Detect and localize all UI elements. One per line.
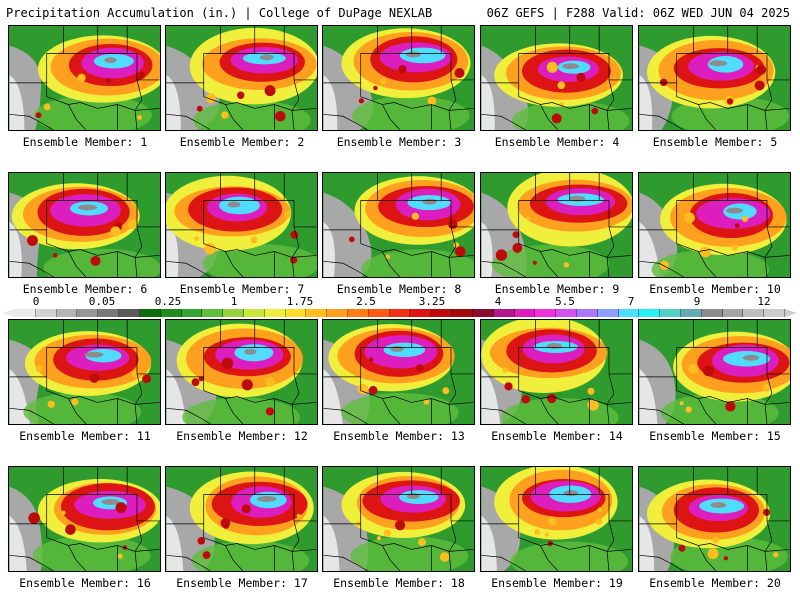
ensemble-member-map: [638, 319, 791, 425]
run-valid-time: 06Z GEFS | F288 Valid: 06Z WED JUN 04 20…: [486, 6, 790, 20]
ensemble-member-label: Ensemble Member: 19: [491, 576, 623, 590]
colorbar-swatch: [139, 309, 161, 317]
colorbar-swatch: [389, 309, 411, 317]
colorbar-tick-label: 3.25: [418, 295, 446, 308]
ensemble-member-map: [165, 25, 318, 131]
colorbar-swatch: [431, 309, 453, 317]
colorbar-swatch: [410, 309, 432, 317]
colorbar-swatch: [681, 309, 702, 317]
colorbar-tick-label: 1: [230, 295, 238, 308]
colorbar-swatch: [119, 309, 140, 317]
colorbar-tick-label: 0.05: [88, 295, 116, 308]
ensemble-member-label: Ensemble Member: 3: [336, 135, 462, 149]
colorbar: [15, 309, 786, 317]
ensemble-member-map: [8, 466, 161, 572]
ensemble-member-map: [165, 172, 318, 278]
colorbar-swatch: [493, 309, 515, 317]
colorbar-swatch: [264, 309, 286, 317]
map-title: Precipitation Accumulation (in.) | Colle…: [6, 6, 433, 20]
ensemble-member-map: [480, 25, 633, 131]
colorbar-swatch: [618, 309, 640, 317]
ensemble-member-map: [638, 172, 791, 278]
ensemble-member-label: Ensemble Member: 20: [649, 576, 781, 590]
ensemble-member-label: Ensemble Member: 10: [649, 282, 781, 296]
ensemble-member-label: Ensemble Member: 6: [22, 282, 148, 296]
colorbar-tick-label: 4: [494, 295, 502, 308]
ensemble-member-label: Ensemble Member: 17: [176, 576, 308, 590]
ensemble-member-map: [322, 25, 475, 131]
colorbar-swatch: [743, 309, 765, 317]
colorbar-swatch: [535, 309, 557, 317]
colorbar-swatch: [597, 309, 619, 317]
ensemble-member-label: Ensemble Member: 7: [179, 282, 305, 296]
ensemble-member-label: Ensemble Member: 13: [333, 429, 465, 443]
colorbar-swatch: [348, 309, 369, 317]
colorbar-tick-label: 0: [32, 295, 40, 308]
ensemble-member-map: [165, 466, 318, 572]
ensemble-member-map: [638, 25, 791, 131]
ensemble-member-map: [480, 466, 633, 572]
colorbar-swatch: [660, 309, 681, 317]
colorbar-swatch: [722, 309, 744, 317]
ensemble-member-map: [480, 172, 633, 278]
ensemble-member-label: Ensemble Member: 8: [336, 282, 462, 296]
colorbar-swatch: [285, 309, 307, 317]
colorbar-swatch: [327, 309, 348, 317]
colorbar-swatch: [701, 309, 723, 317]
ensemble-member-label: Ensemble Member: 18: [333, 576, 465, 590]
ensemble-member-map: [8, 319, 161, 425]
colorbar-swatch: [514, 309, 536, 317]
colorbar-swatch: [306, 309, 328, 317]
ensemble-member-label: Ensemble Member: 11: [19, 429, 151, 443]
ensemble-member-map: [165, 319, 318, 425]
colorbar-min-arrow: [3, 309, 15, 317]
colorbar-tick-label: 7: [627, 295, 635, 308]
ensemble-member-map: [480, 319, 633, 425]
colorbar-swatch: [368, 309, 390, 317]
ensemble-member-map: [8, 172, 161, 278]
colorbar-swatch: [77, 309, 99, 317]
ensemble-member-label: Ensemble Member: 5: [652, 135, 778, 149]
ensemble-member-label: Ensemble Member: 4: [494, 135, 620, 149]
ensemble-member-map: [322, 319, 475, 425]
colorbar-swatch: [35, 309, 57, 317]
colorbar-swatch: [98, 309, 120, 317]
colorbar-swatch: [15, 309, 36, 317]
ensemble-member-label: Ensemble Member: 9: [494, 282, 620, 296]
ensemble-member-label: Ensemble Member: 14: [491, 429, 623, 443]
ensemble-member-map: [322, 466, 475, 572]
ensemble-member-label: Ensemble Member: 1: [22, 135, 148, 149]
ensemble-member-label: Ensemble Member: 2: [179, 135, 305, 149]
ensemble-member-map: [322, 172, 475, 278]
ensemble-member-label: Ensemble Member: 16: [19, 576, 151, 590]
colorbar-swatch: [764, 309, 786, 317]
colorbar-swatch: [181, 309, 203, 317]
colorbar-tick-label: 12: [757, 295, 771, 308]
colorbar-tick-label: 0.25: [154, 295, 182, 308]
colorbar-swatch: [472, 309, 494, 317]
ensemble-member-label: Ensemble Member: 15: [649, 429, 781, 443]
colorbar-swatch: [56, 309, 78, 317]
ensemble-member-label: Ensemble Member: 12: [176, 429, 308, 443]
colorbar-swatch: [160, 309, 182, 317]
colorbar-tick-label: 1.75: [286, 295, 314, 308]
colorbar-swatch: [639, 309, 661, 317]
colorbar-swatch: [202, 309, 224, 317]
ensemble-member-map: [638, 466, 791, 572]
ensemble-member-map: [8, 25, 161, 131]
colorbar-max-arrow: [785, 309, 797, 317]
colorbar-tick-label: 5.5: [555, 295, 575, 308]
colorbar-tick-label: 9: [693, 295, 701, 308]
colorbar-swatch: [556, 309, 577, 317]
colorbar-swatch: [452, 309, 473, 317]
colorbar-swatch: [243, 309, 265, 317]
colorbar-tick-label: 2.5: [356, 295, 376, 308]
colorbar-swatch: [576, 309, 598, 317]
colorbar-swatch: [223, 309, 244, 317]
